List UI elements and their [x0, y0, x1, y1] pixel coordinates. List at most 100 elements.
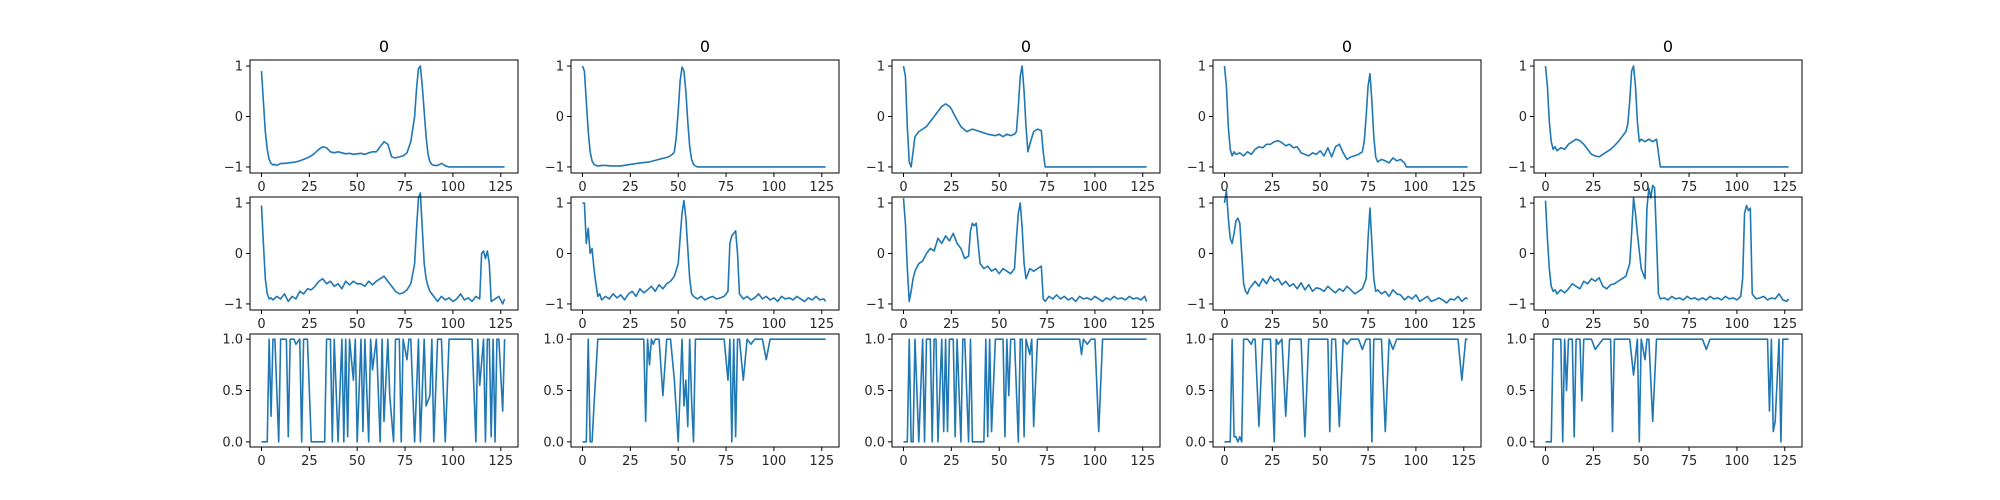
y-tick-label: −1 — [1187, 160, 1206, 175]
y-tick-label: 1 — [235, 197, 243, 212]
x-tick-label: 0 — [1541, 180, 1549, 195]
subplot-r2-c2: 0 25 50 75 100 125 −1 0 1 — [545, 196, 840, 332]
y-tick-label: −1 — [866, 297, 885, 312]
x-tick-label: 75 — [1039, 180, 1056, 195]
x-tick-label: 125 — [1130, 180, 1155, 195]
x-tick-label: 125 — [488, 454, 513, 469]
y-tick-label: 0.0 — [1506, 435, 1527, 450]
x-tick-label: 25 — [943, 180, 960, 195]
y-tick-label: 0.5 — [222, 384, 243, 399]
y-tick-label: 0.0 — [543, 435, 564, 450]
x-tick-label: 0 — [257, 454, 265, 469]
series-line-1 — [1545, 338, 1789, 443]
x-tick-label: 25 — [1264, 317, 1281, 332]
x-tick-label: 100 — [1404, 317, 1429, 332]
series-line-1 — [260, 65, 505, 168]
y-tick-label: −1 — [1508, 160, 1527, 175]
x-tick-label: 100 — [1083, 180, 1108, 195]
series-line-1 — [903, 338, 1147, 443]
subplot-r2-c3: 0 25 50 75 100 125 −1 0 1 — [866, 196, 1161, 332]
x-tick-label: 125 — [1451, 454, 1476, 469]
subplot-title: 0 — [700, 37, 710, 56]
x-tick-label: 0 — [257, 317, 265, 332]
subplot-r1-c3: 0 25 50 75 100 125 −1 0 1 0 — [866, 37, 1161, 195]
series-line-1 — [1223, 65, 1468, 168]
subplot-title: 0 — [1021, 37, 1031, 56]
x-tick-label: 0 — [899, 317, 907, 332]
y-tick-label: 1.0 — [543, 333, 564, 348]
x-tick-label: 125 — [809, 454, 834, 469]
y-tick-label: 1 — [877, 197, 885, 212]
x-tick-label: 0 — [1220, 317, 1228, 332]
y-tick-label: 0 — [877, 247, 885, 262]
subplot-title: 0 — [379, 37, 389, 56]
x-tick-label: 50 — [1633, 454, 1650, 469]
x-tick-label: 25 — [622, 317, 639, 332]
x-tick-label: 0 — [899, 454, 907, 469]
y-tick-label: 0.5 — [864, 384, 885, 399]
x-tick-label: 75 — [1681, 317, 1698, 332]
x-tick-label: 25 — [622, 180, 639, 195]
y-tick-label: 0 — [556, 110, 564, 125]
subplot-r3-c5: 0 25 50 75 100 125 0.0 0.5 1.0 — [1506, 333, 1803, 469]
y-tick-label: 0 — [1519, 110, 1527, 125]
x-tick-label: 75 — [397, 454, 414, 469]
x-tick-label: 75 — [1360, 454, 1377, 469]
x-tick-label: 125 — [488, 317, 513, 332]
x-tick-label: 75 — [718, 180, 735, 195]
x-tick-label: 100 — [441, 317, 466, 332]
x-tick-label: 75 — [718, 454, 735, 469]
x-tick-label: 50 — [1312, 180, 1329, 195]
x-tick-label: 100 — [1404, 454, 1429, 469]
x-tick-label: 100 — [762, 454, 787, 469]
series-line-1 — [260, 192, 506, 305]
series-line-1 — [582, 199, 827, 303]
x-tick-label: 125 — [1130, 454, 1155, 469]
x-tick-label: 25 — [1585, 454, 1602, 469]
x-tick-label: 125 — [1772, 317, 1797, 332]
x-tick-label: 100 — [1725, 317, 1750, 332]
x-tick-label: 25 — [943, 317, 960, 332]
x-tick-label: 100 — [762, 180, 787, 195]
y-tick-label: 1 — [235, 60, 243, 75]
subplot-r3-c4: 0 25 50 75 100 125 0.0 0.5 1.0 — [1185, 333, 1482, 469]
x-tick-label: 75 — [1360, 317, 1377, 332]
subplot-r1-c4: 0 25 50 75 100 125 −1 0 1 0 — [1187, 37, 1482, 195]
x-tick-label: 50 — [1312, 317, 1329, 332]
x-tick-label: 25 — [1264, 180, 1281, 195]
x-tick-label: 50 — [991, 454, 1008, 469]
y-tick-label: 1 — [556, 197, 564, 212]
x-tick-label: 125 — [1772, 454, 1797, 469]
x-tick-label: 75 — [397, 317, 414, 332]
subplot-r2-c5: 0 25 50 75 100 125 −1 0 1 — [1508, 184, 1803, 332]
x-tick-label: 100 — [1083, 454, 1108, 469]
y-tick-label: 1 — [877, 60, 885, 75]
x-tick-label: 75 — [1681, 180, 1698, 195]
x-tick-label: 50 — [349, 454, 366, 469]
y-tick-label: 0.5 — [543, 384, 564, 399]
x-tick-label: 50 — [991, 180, 1008, 195]
subplot-title: 0 — [1663, 37, 1673, 56]
x-tick-label: 50 — [670, 180, 687, 195]
x-tick-label: 0 — [257, 180, 265, 195]
series-line-1 — [1544, 184, 1790, 303]
x-tick-label: 0 — [578, 180, 586, 195]
x-tick-label: 125 — [1130, 317, 1155, 332]
x-tick-label: 50 — [1633, 317, 1650, 332]
subplot-r3-c1: 0 25 50 75 100 125 0.0 0.5 1.0 — [222, 333, 519, 469]
y-tick-label: 0.5 — [1506, 384, 1527, 399]
y-tick-label: 0 — [556, 247, 564, 262]
subplot-r1-c1: 0 25 50 75 100 125 −1 0 1 0 — [224, 37, 519, 195]
x-tick-label: 125 — [1451, 180, 1476, 195]
x-tick-label: 50 — [349, 317, 366, 332]
y-tick-label: −1 — [224, 160, 243, 175]
x-tick-label: 50 — [1633, 180, 1650, 195]
x-tick-label: 100 — [1404, 180, 1429, 195]
x-tick-label: 25 — [943, 454, 960, 469]
x-tick-label: 0 — [899, 180, 907, 195]
y-tick-label: −1 — [224, 297, 243, 312]
x-tick-label: 100 — [1083, 317, 1108, 332]
y-tick-label: 0 — [1198, 247, 1206, 262]
x-tick-label: 25 — [1585, 180, 1602, 195]
